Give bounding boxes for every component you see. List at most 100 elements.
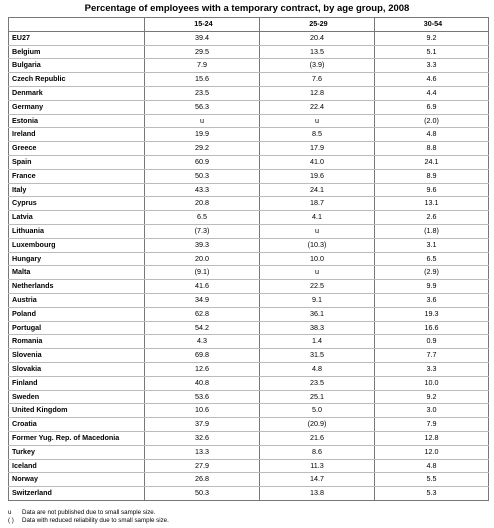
table-row: Lithuania (7.3) u (1.8) — [8, 224, 489, 239]
country-cell: Belgium — [8, 45, 145, 60]
value-cell-30-54: 9.9 — [374, 279, 489, 294]
value-cell-15-24: 29.2 — [144, 141, 260, 156]
value-cell-25-29: u — [259, 114, 375, 129]
value-cell-25-29: 1.4 — [259, 334, 375, 350]
table-row: Hungary 20.0 10.0 6.5 — [8, 252, 489, 267]
country-cell: Portugal — [8, 321, 145, 336]
country-cell: Latvia — [8, 210, 145, 225]
value-cell-15-24: 15.6 — [144, 72, 260, 87]
table-row: Romania 4.3 1.4 0.9 — [8, 334, 489, 350]
country-cell: Norway — [8, 472, 145, 488]
value-cell-25-29: 4.1 — [259, 210, 375, 225]
table-row: Finland 40.8 23.5 10.0 — [8, 376, 489, 391]
value-cell-25-29: (10.3) — [259, 238, 375, 253]
column-header-25-29: 25-29 — [259, 17, 375, 32]
value-cell-30-54: 7.9 — [374, 417, 489, 432]
value-cell-25-29: 17.9 — [259, 141, 375, 156]
column-header-30-54: 30-54 — [374, 17, 489, 32]
country-cell: Finland — [8, 376, 145, 391]
value-cell-15-24: 54.2 — [144, 321, 260, 336]
table-row: Turkey 13.3 8.6 12.0 — [8, 445, 489, 460]
value-cell-30-54: 3.0 — [374, 403, 489, 419]
value-cell-25-29: 20.4 — [259, 31, 375, 46]
value-cell-30-54: 4.4 — [374, 86, 489, 101]
value-cell-15-24: 62.8 — [144, 307, 260, 322]
footnote-symbol: ( ) — [8, 517, 14, 524]
value-cell-15-24: 32.6 — [144, 431, 260, 446]
value-cell-15-24: 20.8 — [144, 196, 260, 212]
country-cell: Germany — [8, 100, 145, 115]
table-row: Greece 29.2 17.9 8.8 — [8, 141, 489, 156]
value-cell-15-24: 23.5 — [144, 86, 260, 101]
table-row: Switzerland 50.3 13.8 5.3 — [8, 486, 489, 501]
value-cell-30-54: (2.0) — [374, 114, 489, 129]
country-cell: Switzerland — [8, 486, 145, 501]
footnote-text: Data are not published due to small samp… — [22, 509, 156, 516]
value-cell-25-29: 18.7 — [259, 196, 375, 212]
value-cell-15-24: 43.3 — [144, 183, 260, 198]
value-cell-30-54: 3.6 — [374, 293, 489, 308]
country-cell: Estonia — [8, 114, 145, 129]
value-cell-15-24: 27.9 — [144, 459, 260, 474]
value-cell-30-54: 6.9 — [374, 100, 489, 115]
value-cell-25-29: 8.5 — [259, 127, 375, 143]
value-cell-25-29: (20.9) — [259, 417, 375, 432]
data-table: 15-24 25-29 30-54 EU27 39.4 20.4 9.2 Belgium… — [8, 17, 489, 501]
value-cell-15-24: 4.3 — [144, 334, 260, 350]
value-cell-30-54: 0.9 — [374, 334, 489, 350]
column-header-country — [8, 17, 145, 32]
value-cell-25-29: 25.1 — [259, 390, 375, 405]
value-cell-25-29: 38.3 — [259, 321, 375, 336]
country-cell: France — [8, 169, 145, 184]
value-cell-15-24: 39.3 — [144, 238, 260, 253]
value-cell-25-29: 13.8 — [259, 486, 375, 501]
table-row: Denmark 23.5 12.8 4.4 — [8, 86, 489, 101]
value-cell-30-54: 16.6 — [374, 321, 489, 336]
value-cell-25-29: 31.5 — [259, 348, 375, 363]
value-cell-15-24: (7.3) — [144, 224, 260, 239]
value-cell-15-24: u — [144, 114, 260, 129]
value-cell-30-54: 9.6 — [374, 183, 489, 198]
value-cell-30-54: 12.0 — [374, 445, 489, 460]
value-cell-25-29: 41.0 — [259, 155, 375, 170]
value-cell-25-29: 19.6 — [259, 169, 375, 184]
value-cell-25-29: 24.1 — [259, 183, 375, 198]
country-cell: Bulgaria — [8, 58, 145, 74]
country-cell: EU27 — [8, 31, 145, 46]
value-cell-15-24: (9.1) — [144, 265, 260, 281]
country-cell: Iceland — [8, 459, 145, 474]
table-row: Poland 62.8 36.1 19.3 — [8, 307, 489, 322]
country-cell: Poland — [8, 307, 145, 322]
value-cell-15-24: 7.9 — [144, 58, 260, 74]
country-cell: Malta — [8, 265, 145, 281]
table-row: Austria 34.9 9.1 3.6 — [8, 293, 489, 308]
country-cell: Slovenia — [8, 348, 145, 363]
value-cell-30-54: 9.2 — [374, 390, 489, 405]
table-row: Slovenia 69.8 31.5 7.7 — [8, 348, 489, 363]
value-cell-15-24: 69.8 — [144, 348, 260, 363]
table-row: Netherlands 41.6 22.5 9.9 — [8, 279, 489, 294]
table-row: Estonia u u (2.0) — [8, 114, 489, 129]
country-cell: Czech Republic — [8, 72, 145, 87]
country-cell: Netherlands — [8, 279, 145, 294]
country-cell: Greece — [8, 141, 145, 156]
country-cell: Spain — [8, 155, 145, 170]
value-cell-30-54: 8.8 — [374, 141, 489, 156]
table-row: Cyprus 20.8 18.7 13.1 — [8, 196, 489, 212]
table-row: Slovakia 12.6 4.8 3.3 — [8, 362, 489, 377]
table-row: Malta (9.1) u (2.9) — [8, 265, 489, 281]
country-cell: Austria — [8, 293, 145, 308]
table-row: Italy 43.3 24.1 9.6 — [8, 183, 489, 198]
table-row: Iceland 27.9 11.3 4.8 — [8, 459, 489, 474]
value-cell-15-24: 37.9 — [144, 417, 260, 432]
value-cell-30-54: 7.7 — [374, 348, 489, 363]
country-cell: Luxembourg — [8, 238, 145, 253]
value-cell-25-29: 14.7 — [259, 472, 375, 488]
value-cell-30-54: 5.3 — [374, 486, 489, 501]
table-row: Latvia 6.5 4.1 2.6 — [8, 210, 489, 225]
value-cell-15-24: 26.8 — [144, 472, 260, 488]
column-header-15-24: 15-24 — [144, 17, 260, 32]
value-cell-30-54: 4.6 — [374, 72, 489, 87]
value-cell-25-29: 12.8 — [259, 86, 375, 101]
value-cell-15-24: 20.0 — [144, 252, 260, 267]
